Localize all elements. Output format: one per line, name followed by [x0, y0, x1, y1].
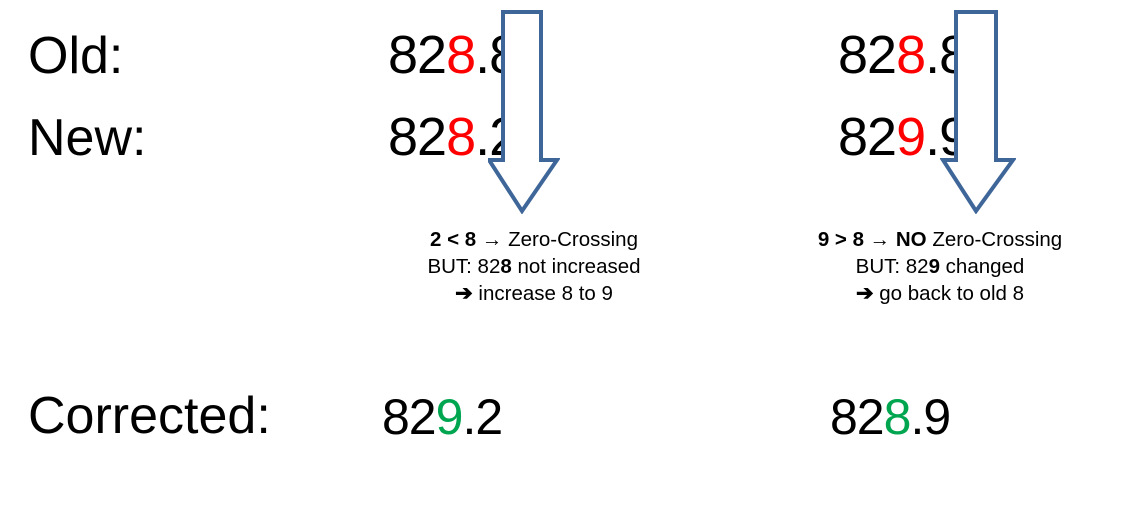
left-explanation-line-3-rest: increase 8 to 9 — [472, 282, 613, 305]
right-explanation-line-1-rest: Zero-Crossing — [926, 228, 1063, 251]
right-new-value: 829.9 — [838, 107, 969, 167]
right-old-value-suffix: .8 — [925, 25, 969, 85]
right-pointing-arrow-icon: ➔ — [855, 282, 874, 305]
left-explanation-line-2-bold: 8 — [500, 255, 512, 278]
right-new-value-prefix: 82 — [838, 107, 897, 167]
left-old-value-suffix: .8 — [475, 25, 519, 85]
right-explanation-line-2-pre: BUT: 82 — [855, 255, 929, 278]
right-explanation-line-1: 9 > 8 → NO Zero-Crossing — [770, 226, 1110, 253]
left-new-value-highlight: 8 — [446, 107, 476, 167]
row-label-old: Old: — [28, 27, 124, 85]
left-new-value-suffix: .2 — [475, 107, 519, 167]
right-explanation: 9 > 8 → NO Zero-Crossing BUT: 829 change… — [770, 226, 1110, 307]
right-corrected-value-prefix: 82 — [830, 389, 885, 445]
right-explanation-line-1-bold: 9 > 8 → NO — [817, 228, 927, 251]
left-explanation-line-1-rest: Zero-Crossing — [502, 228, 638, 251]
right-explanation-line-3-rest: go back to old 8 — [873, 282, 1025, 305]
left-new-value: 828.2 — [388, 107, 519, 167]
right-explanation-line-2-bold: 9 — [928, 255, 940, 278]
left-old-value-prefix: 82 — [388, 25, 447, 85]
left-explanation-line-2-pre: BUT: 82 — [427, 255, 501, 278]
row-label-new: New: — [28, 109, 147, 167]
left-explanation-line-1: 2 < 8 → Zero-Crossing — [386, 226, 682, 253]
right-new-value-highlight: 9 — [896, 107, 926, 167]
right-explanation-line-3: ➔ go back to old 8 — [770, 280, 1110, 307]
right-pointing-arrow-icon: ➔ — [455, 282, 473, 305]
left-explanation: 2 < 8 → Zero-Crossing BUT: 828 not incre… — [386, 226, 682, 307]
right-explanation-line-2-post: changed — [939, 255, 1025, 278]
right-corrected-value-suffix: .9 — [910, 389, 951, 445]
left-explanation-line-3: ➔ increase 8 to 9 — [386, 280, 682, 307]
right-corrected-value: 828.9 — [830, 389, 951, 445]
left-corrected-value-suffix: .2 — [462, 389, 503, 445]
left-corrected-value-prefix: 82 — [382, 389, 437, 445]
left-explanation-line-1-bold: 2 < 8 → — [430, 228, 503, 251]
right-explanation-line-2: BUT: 829 changed — [770, 253, 1110, 280]
right-new-value-suffix: .9 — [925, 107, 969, 167]
left-corrected-value-highlight: 9 — [435, 389, 464, 445]
left-new-value-prefix: 82 — [388, 107, 447, 167]
left-explanation-line-2: BUT: 828 not increased — [386, 253, 682, 280]
left-corrected-value: 829.2 — [382, 389, 503, 445]
left-old-value-highlight: 8 — [446, 25, 476, 85]
right-old-value: 828.8 — [838, 25, 969, 85]
right-old-value-highlight: 8 — [896, 25, 926, 85]
row-label-corrected: Corrected: — [28, 387, 271, 445]
left-old-value: 828.8 — [388, 25, 519, 85]
left-explanation-line-2-post: not increased — [511, 255, 641, 278]
right-corrected-value-highlight: 8 — [883, 389, 912, 445]
right-old-value-prefix: 82 — [838, 25, 897, 85]
